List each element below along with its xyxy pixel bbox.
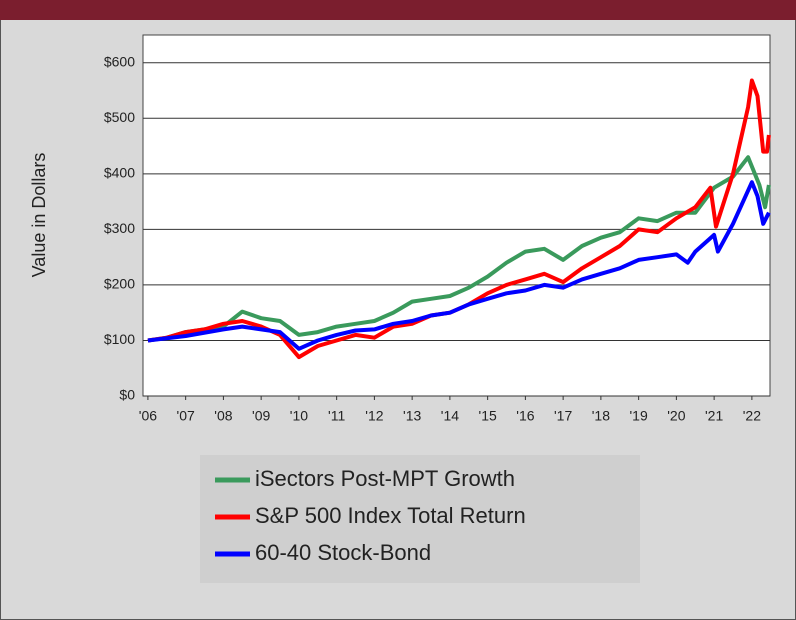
y-tick-label: $600	[104, 53, 135, 69]
x-tick-label: '22	[743, 408, 761, 424]
y-tick-label: $400	[104, 165, 135, 181]
y-tick-label: $100	[104, 331, 135, 347]
x-tick-label: '11	[328, 408, 345, 424]
x-tick-label: '13	[403, 408, 421, 424]
series-line	[147, 180, 771, 351]
legend	[200, 455, 640, 583]
x-tick-label: '06	[139, 408, 157, 424]
y-tick-label: $300	[104, 220, 135, 236]
x-tick-label: '20	[667, 408, 685, 424]
plot-area	[142, 34, 771, 397]
legend-label: 60-40 Stock-Bond	[255, 540, 431, 565]
x-tick-label: '14	[441, 408, 459, 424]
x-tick-label: '18	[592, 408, 610, 424]
x-tick-label: '15	[479, 408, 497, 424]
x-tick-label: '10	[290, 408, 308, 424]
y-tick-label: $500	[104, 109, 135, 125]
legend-label: iSectors Post-MPT Growth	[255, 466, 515, 491]
series-line	[147, 155, 771, 343]
x-tick-label: '09	[252, 408, 270, 424]
x-tick-label: '19	[630, 408, 648, 424]
x-tick-label: '07	[177, 408, 195, 424]
y-tick-label: $0	[119, 387, 135, 403]
y-axis-label: Value in Dollars	[29, 153, 49, 278]
x-tick-label: '12	[365, 408, 383, 424]
x-tick-label: '08	[214, 408, 232, 424]
x-tick-label: '16	[516, 408, 534, 424]
header-bar	[0, 0, 796, 20]
x-tick-label: '21	[705, 408, 723, 424]
y-tick-label: $200	[104, 276, 135, 292]
x-tick-label: '17	[554, 408, 572, 424]
legend-label: S&P 500 Index Total Return	[255, 503, 526, 528]
